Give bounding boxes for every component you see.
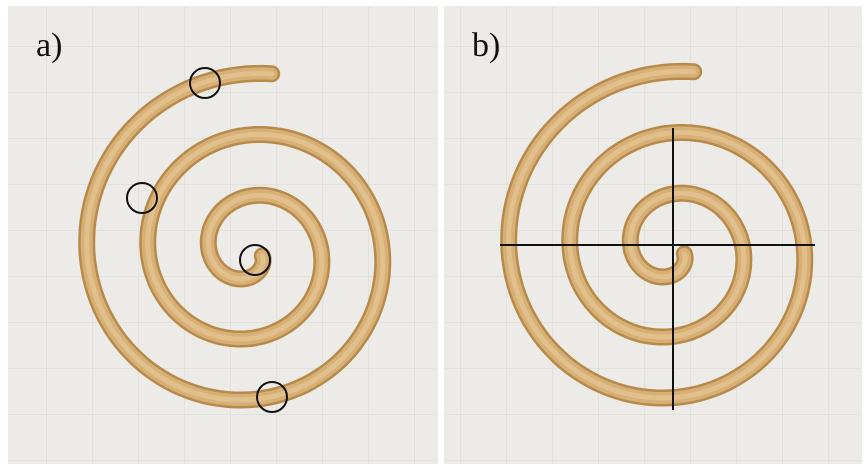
panel-label: a): [36, 27, 62, 64]
panel-label: b): [472, 27, 500, 64]
marker: [189, 67, 221, 99]
spiral: [506, 68, 808, 401]
defect-markers: [126, 67, 288, 413]
marker: [256, 381, 288, 413]
crosshair: [500, 128, 815, 410]
spiral: [84, 70, 386, 403]
marker: [126, 182, 158, 214]
spirals: [78, 62, 814, 409]
marker: [239, 244, 271, 276]
